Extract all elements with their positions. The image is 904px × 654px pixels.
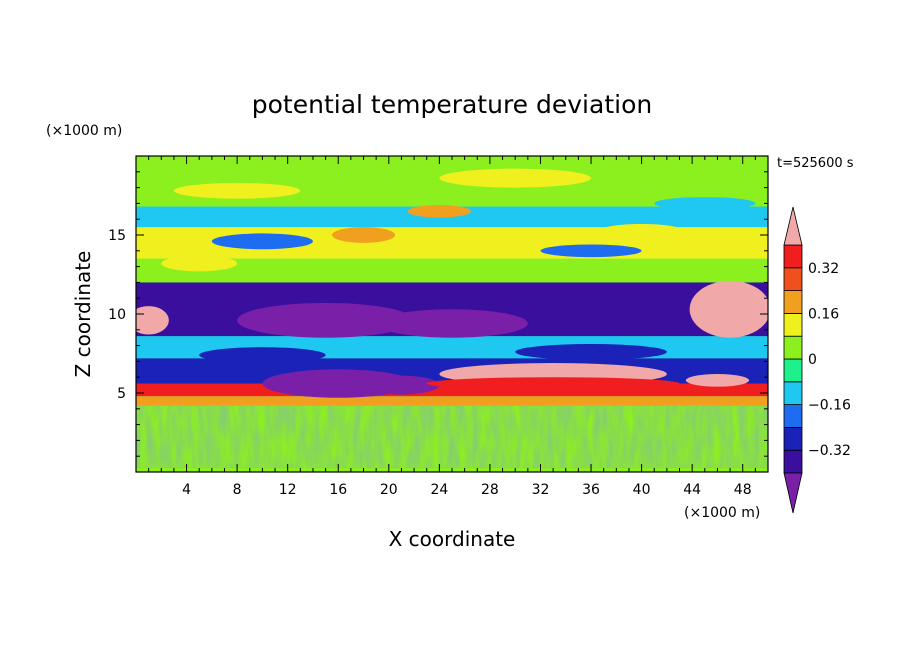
contour-feature-18 [439, 168, 592, 188]
time-label: t=525600 s [777, 156, 854, 171]
contour-feature-5 [426, 377, 680, 390]
colorbar-segment-0 [783, 449, 803, 474]
colorbar-segment-5 [783, 335, 803, 360]
y-axis-label: Z coordinate [71, 251, 95, 378]
y-axis-ticks: 5 10 15 [108, 171, 768, 457]
x-tick-label-36: 36 [582, 482, 600, 498]
contour-band-7 [136, 258, 768, 283]
near-surface-noise [136, 406, 768, 468]
contour-feature-20 [199, 347, 326, 363]
contour-feature-16 [654, 197, 756, 210]
colorbar-segment-6 [783, 312, 803, 337]
x-tick-label-32: 32 [532, 482, 550, 498]
x-tick-label-12: 12 [279, 482, 297, 498]
x-tick-label-40: 40 [633, 482, 651, 498]
x-tick-label-8: 8 [233, 482, 242, 498]
x-tick-label-16: 16 [329, 482, 347, 498]
contour-band-2 [136, 396, 768, 406]
contour-feature-8 [685, 374, 750, 387]
x-tick-label-20: 20 [380, 482, 398, 498]
y-tick-label-10: 10 [108, 307, 126, 323]
x-tick-label-44: 44 [683, 482, 701, 498]
contour-feature-13 [211, 233, 313, 250]
contour-feature-10 [407, 204, 471, 218]
contour-feature-11 [477, 235, 554, 251]
contour-feature-14 [540, 244, 642, 258]
contour-feature-12 [597, 223, 686, 240]
contour-feature-0 [237, 302, 415, 338]
x-axis-ticks: 4 8 12 16 20 24 28 32 36 40 44 48 [148, 156, 756, 498]
x-tick-label-28: 28 [481, 482, 499, 498]
colorbar-extend-low [783, 472, 803, 514]
contour-feature-9 [331, 227, 396, 243]
colorbar-segment-4 [783, 358, 803, 383]
contour-feature-17 [173, 182, 301, 199]
colorbar-label-4: −0.32 [808, 443, 851, 459]
contour-feature-19 [515, 344, 667, 360]
contour-feature-7 [136, 306, 169, 335]
contour-feature-1 [376, 309, 528, 338]
colorbar-segment-3 [783, 381, 803, 405]
colorbar-extend-high [783, 206, 803, 246]
contour-feature-3 [363, 375, 440, 395]
contour-feature-6 [689, 280, 768, 338]
colorbar-segment-7 [783, 290, 803, 314]
chart-title: potential temperature deviation [252, 90, 652, 119]
y-tick-label-5: 5 [117, 386, 126, 402]
colorbar-label-2: 0 [808, 352, 817, 368]
colorbar-segment-2 [783, 404, 803, 428]
plot-area [136, 156, 768, 472]
x-tick-label-4: 4 [182, 482, 191, 498]
x-tick-label-24: 24 [430, 482, 448, 498]
colorbar-segment-1 [783, 426, 803, 451]
contour-feature-15 [161, 255, 238, 272]
y-tick-label-15: 15 [108, 228, 126, 244]
x-tick-label-48: 48 [734, 482, 752, 498]
colorbar-label-1: 0.16 [808, 306, 839, 322]
colorbar-label-0: 0.32 [808, 261, 839, 277]
colorbar-segment-8 [783, 267, 803, 291]
colorbar-label-3: −0.16 [808, 398, 851, 414]
x-axis-unit: (×1000 m) [684, 505, 760, 521]
x-axis-label: X coordinate [389, 527, 516, 551]
contour-features [136, 168, 768, 398]
colorbar: 0.32 0.16 0 −0.16 −0.32 [783, 206, 851, 514]
y-axis-unit: (×1000 m) [46, 123, 122, 139]
colorbar-segment-9 [783, 244, 803, 269]
